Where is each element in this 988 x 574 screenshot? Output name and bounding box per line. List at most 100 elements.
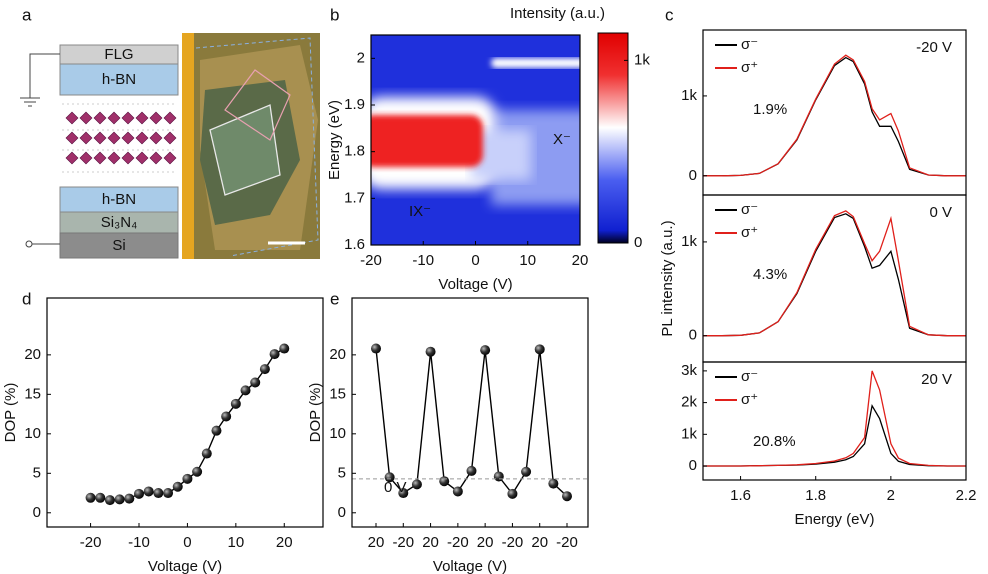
- y-tick-label: 20: [24, 346, 41, 363]
- series-line: [703, 370, 966, 467]
- data-point: [562, 491, 572, 502]
- data-point: [221, 411, 232, 422]
- data-point: [521, 466, 532, 477]
- wiring: [20, 53, 60, 245]
- x-tick-label: -20: [447, 534, 469, 551]
- panel-label: e: [330, 289, 339, 308]
- axes-frame: [46, 297, 324, 528]
- plot-area: [703, 54, 966, 177]
- data-point: [371, 343, 381, 354]
- voltage-label: 0 V: [929, 204, 952, 221]
- x-tick-label: -10: [128, 534, 150, 551]
- data-point: [201, 448, 212, 459]
- y-tick-label: 2k: [681, 394, 697, 411]
- colorbar: [597, 32, 629, 244]
- y-tick-label: 1.9: [344, 96, 365, 113]
- y-tick-label: 1k: [681, 87, 697, 104]
- y-axis-label: DOP (%): [307, 383, 324, 443]
- x-tick-label: -20: [392, 534, 414, 551]
- plot-area: [703, 210, 966, 337]
- x-tick-label: 10: [227, 534, 244, 551]
- x-tick-label: -20: [556, 534, 578, 551]
- data-point: [534, 344, 545, 355]
- data-point: [493, 471, 504, 482]
- x-tick-label: 20: [422, 534, 439, 551]
- y-tick-label: 10: [24, 425, 41, 442]
- voltage-label: -20 V: [916, 39, 952, 56]
- x-axis-label: Energy (eV): [794, 511, 874, 528]
- x-tick-label: 1.8: [805, 487, 826, 504]
- y-tick-label: 15: [329, 385, 346, 402]
- legend-label: σ⁻: [741, 368, 758, 385]
- axes-frame: [702, 194, 967, 363]
- colorbar-label: Intensity (a.u.): [510, 5, 605, 22]
- x-axis-label: Voltage (V): [438, 276, 512, 293]
- y-tick-label: 0: [33, 504, 41, 521]
- data-point: [85, 492, 96, 503]
- data-point: [240, 385, 251, 396]
- data-point: [548, 478, 559, 489]
- x-tick-label: 2: [887, 487, 895, 504]
- y-axis-label: DOP (%): [2, 383, 19, 443]
- series-line: [703, 54, 966, 177]
- y-tick-label: 0: [689, 167, 697, 184]
- data-point: [480, 345, 491, 356]
- y-tick-label: 1.8: [344, 143, 365, 160]
- heatmap: [371, 35, 580, 245]
- panel-label: a: [22, 5, 32, 24]
- layer-label: h-BN: [102, 71, 136, 88]
- heatmap-peak: [371, 115, 483, 167]
- y-tick-label: 1k: [681, 425, 697, 442]
- data-point: [211, 425, 222, 436]
- layer-si: [59, 232, 179, 259]
- data-point: [259, 364, 270, 375]
- panel-label: c: [665, 5, 674, 24]
- crystal-structure: [62, 103, 177, 173]
- y-tick-label: 15: [24, 385, 41, 402]
- heatmap-upper-band: [491, 58, 580, 68]
- layer-hbn-bottom: [59, 186, 179, 213]
- data-point: [398, 488, 409, 499]
- plot-area: [371, 343, 572, 502]
- y-tick-label: 2: [357, 49, 365, 66]
- annotation: X⁻: [553, 131, 571, 148]
- y-tick-label: 1.6: [344, 236, 365, 253]
- x-tick-label: 20: [572, 252, 589, 269]
- data-point: [279, 343, 290, 354]
- plot-area: [85, 343, 290, 506]
- data-point: [507, 488, 518, 499]
- data-point: [172, 481, 183, 492]
- data-point: [250, 377, 261, 388]
- y-axis-label: Energy (eV): [326, 100, 343, 180]
- layer-label: Si₃N₄: [101, 214, 137, 231]
- layer-hbn-top: [59, 63, 179, 96]
- x-tick-label: -10: [412, 252, 434, 269]
- panel-label: d: [22, 289, 31, 308]
- y-tick-label: 0: [689, 327, 697, 344]
- data-point: [182, 473, 193, 484]
- x-tick-label: 1.6: [730, 487, 751, 504]
- x-tick-label: 2.2: [956, 487, 977, 504]
- series-line: [703, 210, 966, 337]
- data-point: [124, 493, 135, 504]
- data-point: [104, 495, 115, 506]
- data-point: [153, 488, 164, 499]
- dop-label: 20.8%: [753, 433, 796, 450]
- data-point: [425, 346, 436, 357]
- data-point: [230, 398, 241, 409]
- data-point: [384, 472, 395, 483]
- data-point: [452, 486, 463, 497]
- colorbar-tick-label: 1k: [634, 51, 650, 68]
- x-tick-label: 10: [519, 252, 536, 269]
- data-point: [192, 466, 203, 477]
- dop-label: 4.3%: [753, 266, 787, 283]
- colorbar-tick-label: 0: [634, 234, 642, 251]
- x-tick-label: 20: [276, 534, 293, 551]
- series-line: [703, 404, 966, 467]
- y-tick-label: 10: [329, 425, 346, 442]
- terminal: [25, 240, 33, 248]
- panel-label: b: [330, 5, 339, 24]
- x-tick-label: 0: [471, 252, 479, 269]
